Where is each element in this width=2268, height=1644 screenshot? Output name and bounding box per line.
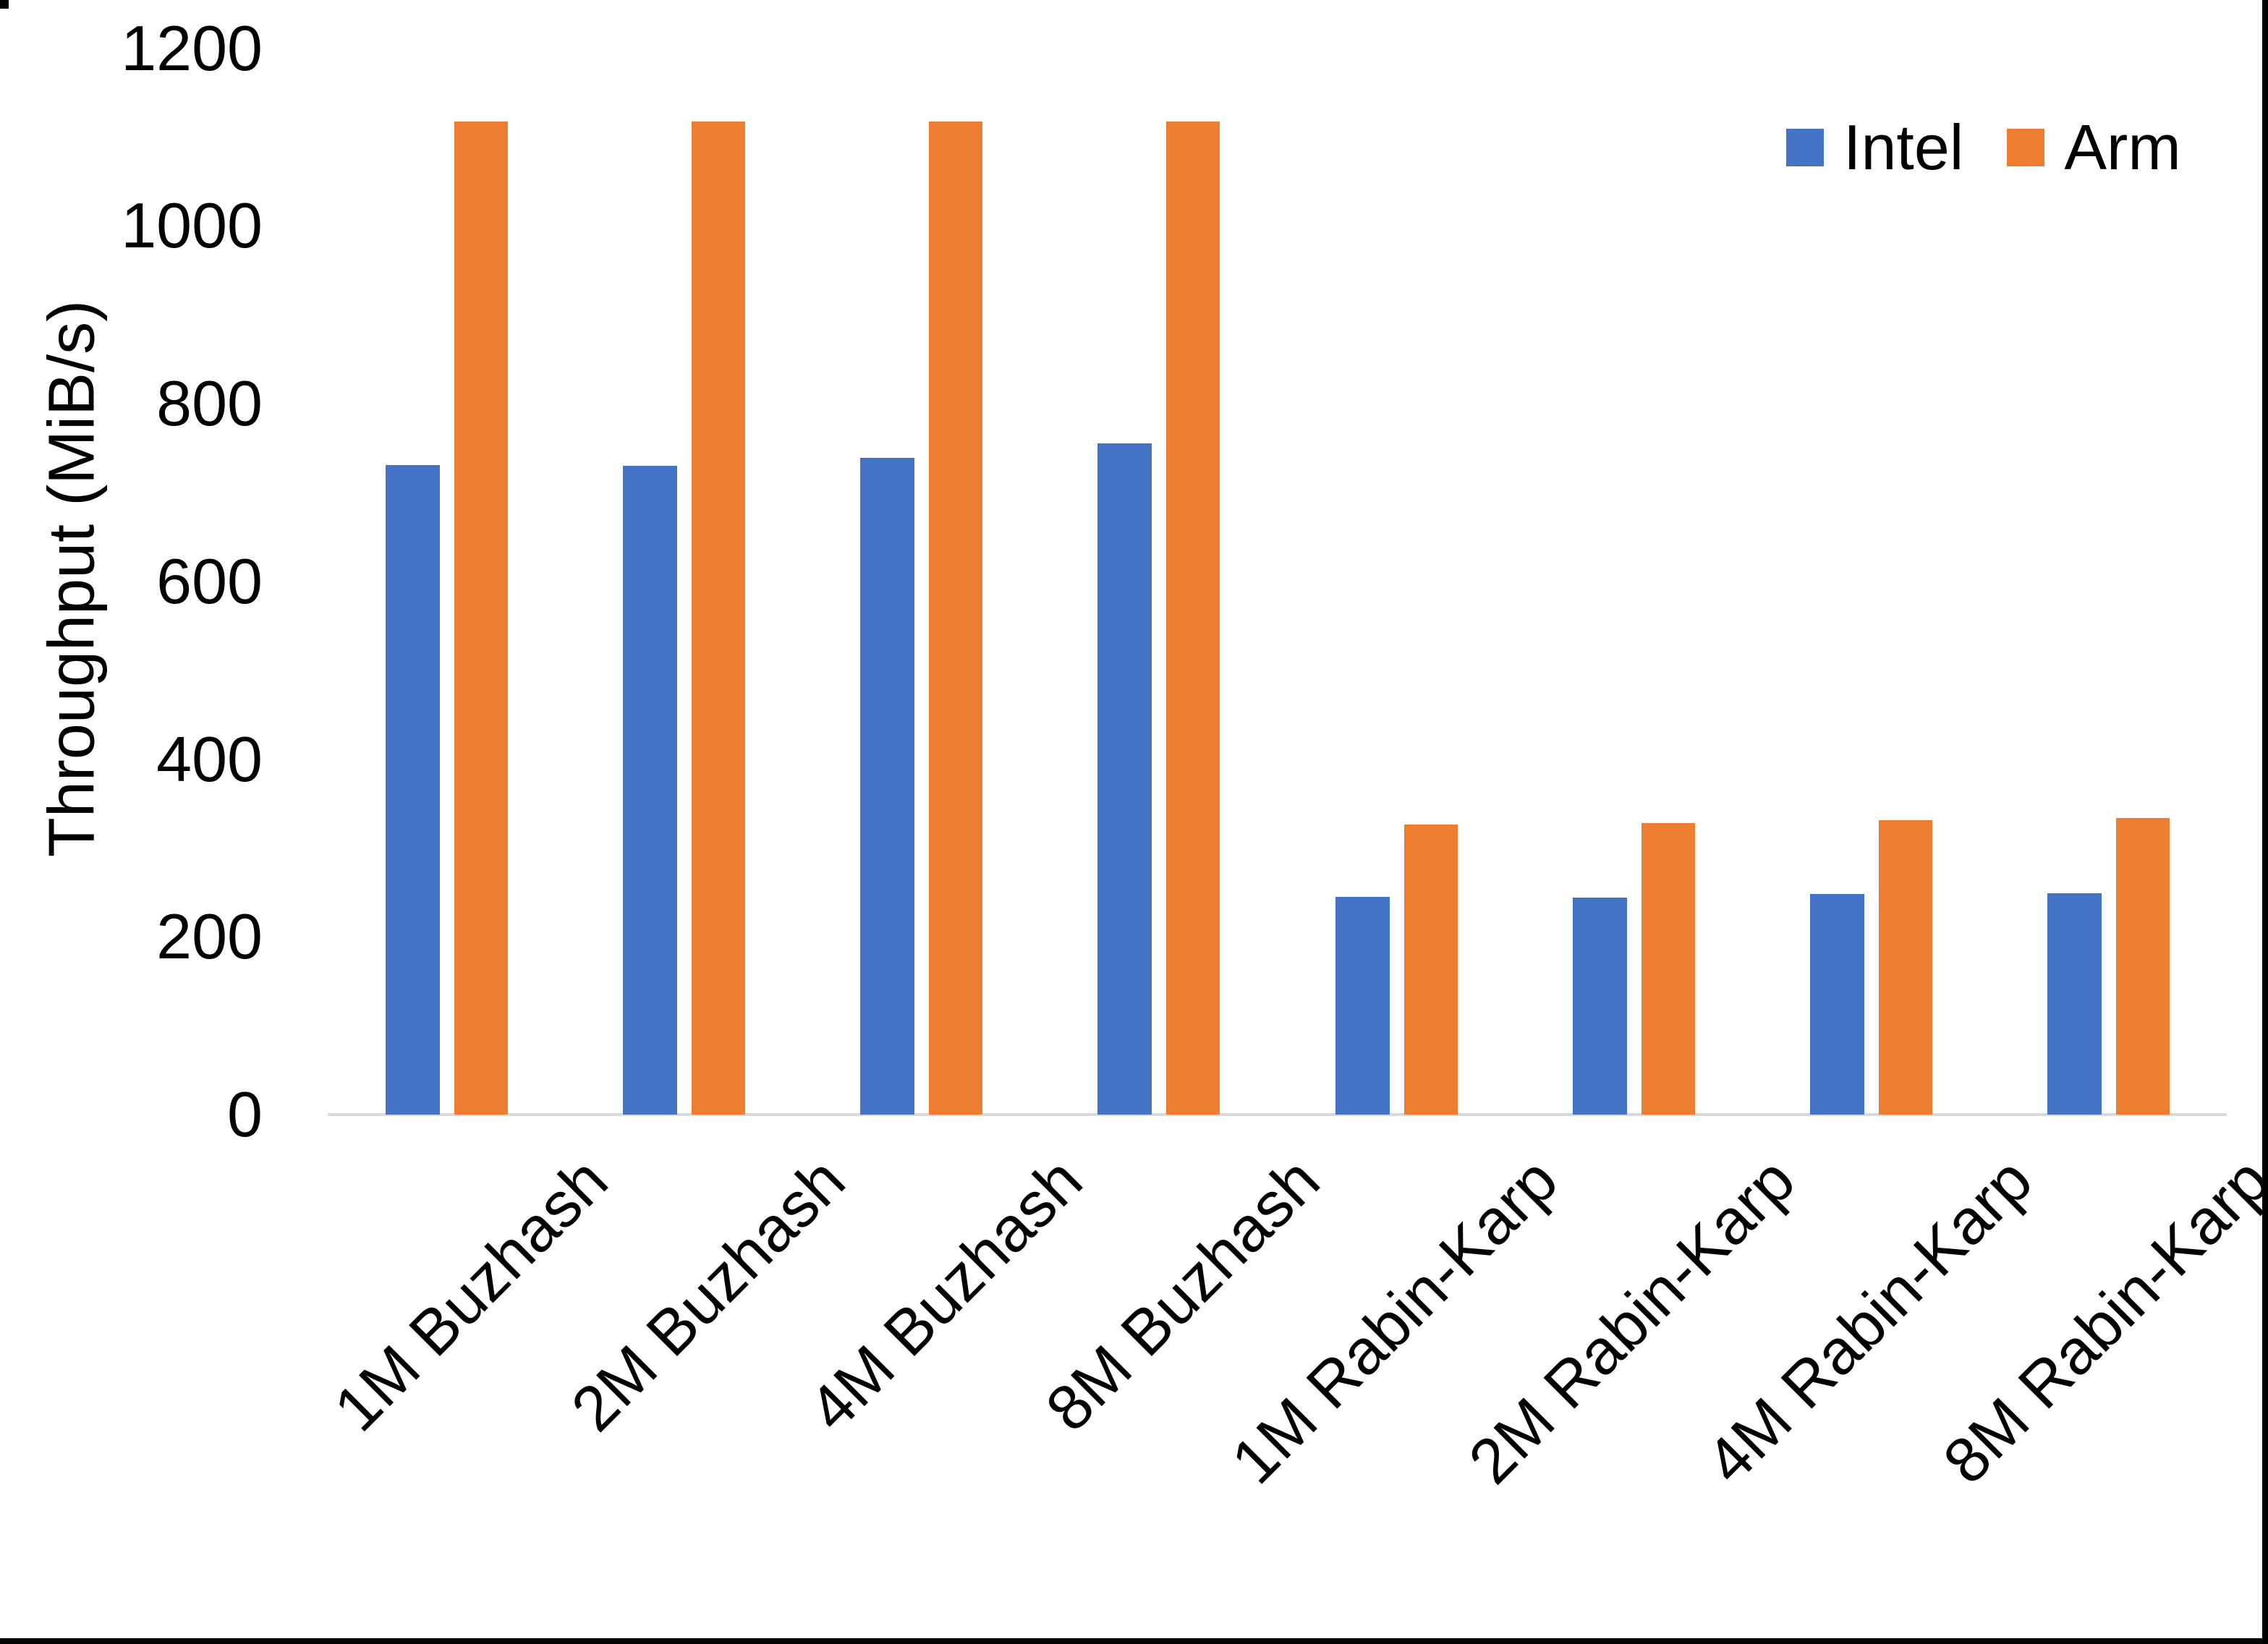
x-axis-label: 8M Buzhash <box>1032 1143 1333 1445</box>
y-tick-label: 400 <box>156 723 263 795</box>
bar-intel-6 <box>1810 894 1864 1115</box>
bar-intel-3 <box>1097 443 1152 1115</box>
x-axis-label: 2M Buzhash <box>557 1143 859 1445</box>
y-tick-label: 200 <box>156 900 263 973</box>
bar-arm-6 <box>1879 820 1932 1115</box>
window-edge-bottom <box>0 1638 2268 1644</box>
legend-swatch-intel <box>1786 129 1824 166</box>
y-tick-label: 0 <box>227 1078 263 1150</box>
bar-arm-7 <box>2116 818 2170 1115</box>
y-tick-label: 600 <box>156 545 263 617</box>
bar-arm-5 <box>1641 823 1695 1115</box>
x-axis-label: 8M Rabin-Karp <box>1929 1143 2268 1497</box>
bar-arm-0 <box>454 122 508 1115</box>
legend-label-arm: Arm <box>2064 111 2181 183</box>
bar-arm-2 <box>929 122 982 1115</box>
legend-swatch-arm <box>2007 129 2045 166</box>
bar-arm-3 <box>1166 122 1220 1115</box>
x-axis-label: 4M Buzhash <box>794 1143 1096 1445</box>
x-axis-label: 1M Rabin-Karp <box>1217 1143 1571 1497</box>
legend-item-intel: Intel <box>1786 110 1963 185</box>
legend: Intel Arm <box>1786 110 2181 185</box>
bar-intel-0 <box>386 465 440 1115</box>
window-edge-right <box>2262 0 2268 1644</box>
legend-label-intel: Intel <box>1843 111 1964 183</box>
bar-intel-4 <box>1335 897 1390 1115</box>
plot-area <box>328 48 2227 1115</box>
x-axis-label: 2M Rabin-Karp <box>1454 1143 1809 1497</box>
bar-arm-1 <box>692 122 745 1115</box>
window-corner-artifact <box>0 0 9 9</box>
bar-intel-7 <box>2047 893 2102 1115</box>
y-tick-label: 1000 <box>121 189 263 262</box>
x-axis-label: 1M Buzhash <box>320 1143 621 1445</box>
y-tick-label: 1200 <box>121 12 263 84</box>
y-tick-label: 800 <box>156 367 263 439</box>
bar-arm-4 <box>1404 825 1458 1115</box>
bar-intel-5 <box>1573 898 1627 1115</box>
legend-item-arm: Arm <box>2007 110 2181 185</box>
x-axis-label: 4M Rabin-Karp <box>1691 1143 2046 1497</box>
x-axis-line <box>328 1113 2227 1116</box>
bar-intel-1 <box>623 466 677 1115</box>
bar-intel-2 <box>860 458 914 1115</box>
